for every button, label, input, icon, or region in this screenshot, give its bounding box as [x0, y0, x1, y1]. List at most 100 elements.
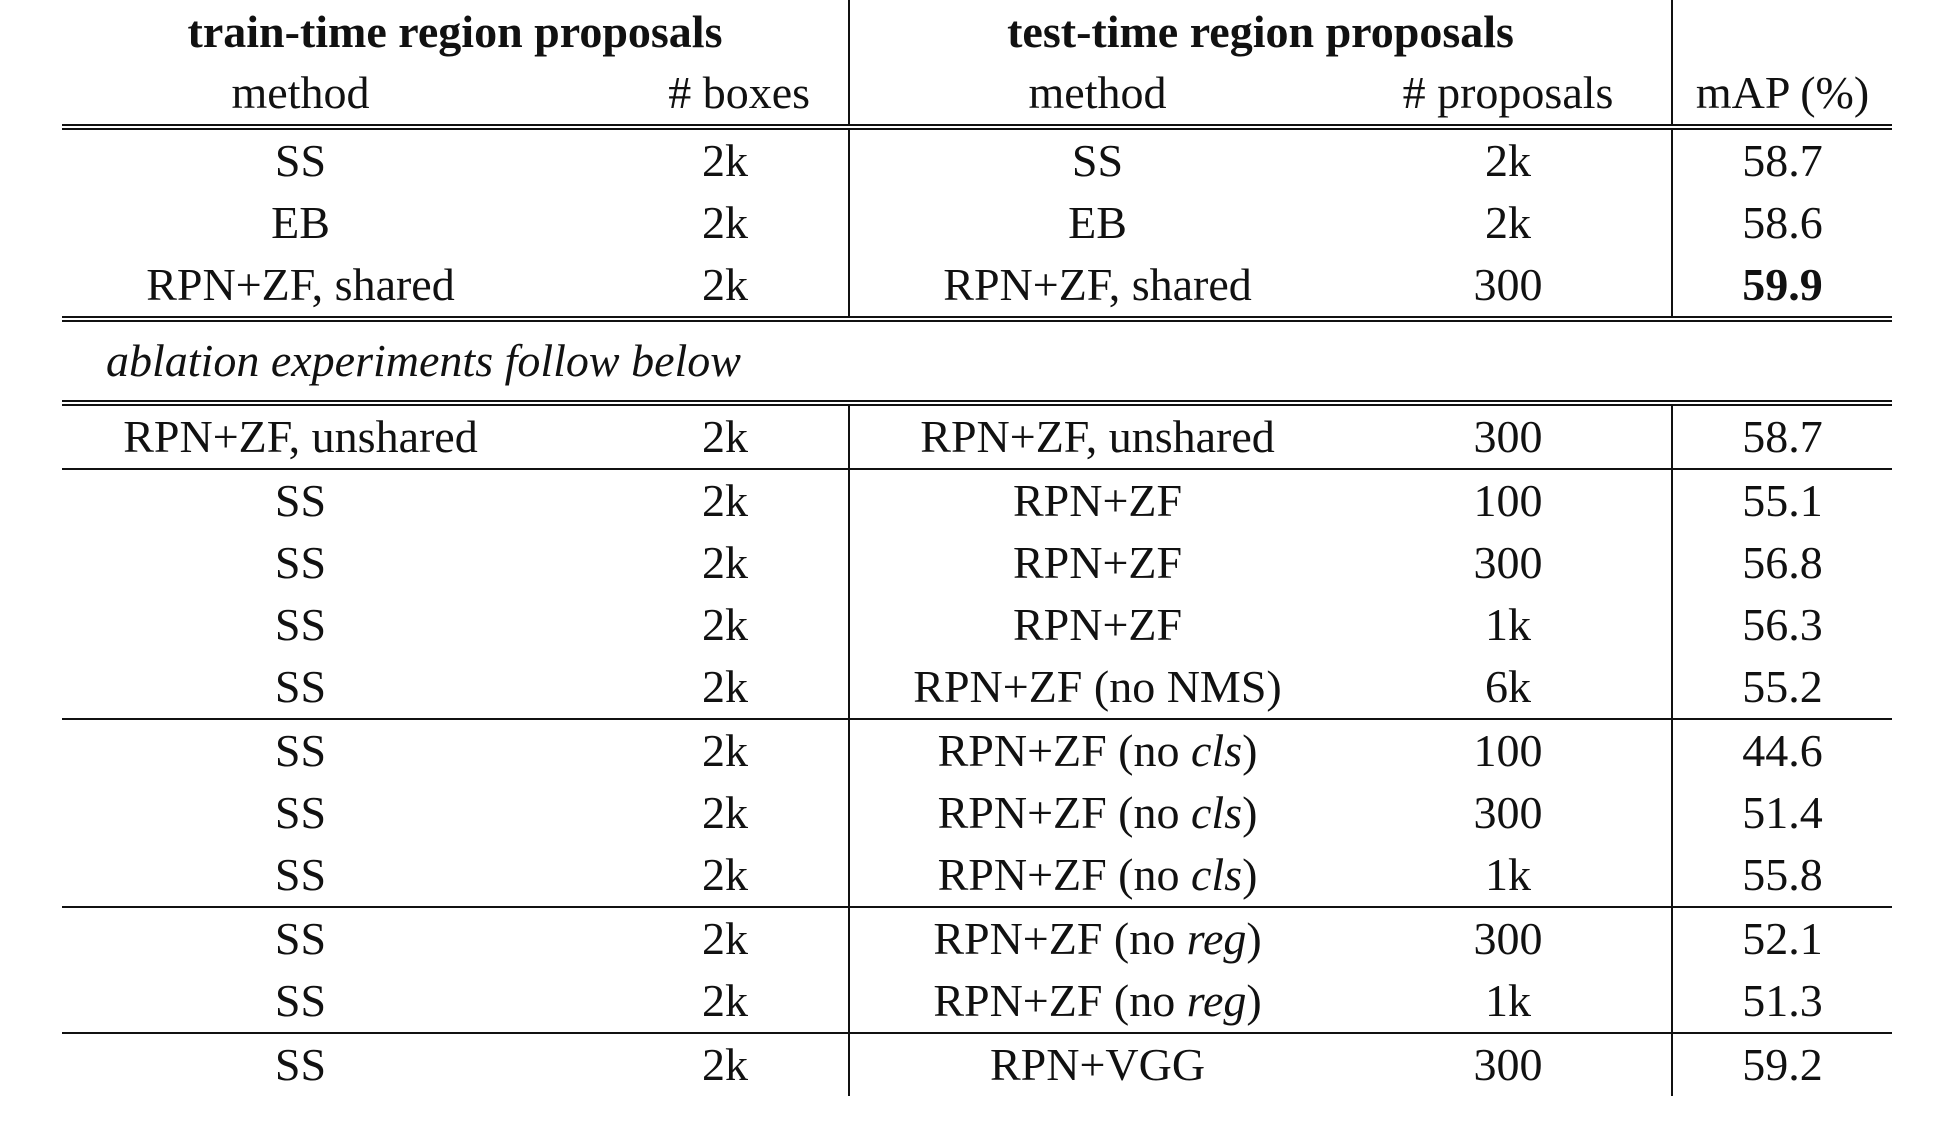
train-boxes-cell: 2k [539, 594, 851, 656]
train-method-cell: SS [274, 975, 327, 1026]
train-boxes-cell: 2k [539, 127, 851, 192]
train-boxes-cell: 2k [539, 656, 851, 719]
test-method-cell: RPN+ZF, unshared [920, 411, 1275, 462]
map-cell: 58.6 [1742, 197, 1823, 248]
test-method-suffix: ) [1242, 849, 1258, 900]
train-boxes-header: # boxes [539, 62, 851, 127]
test-method-suffix: ) [1246, 975, 1262, 1026]
test-method-prefix: RPN+ZF (no [937, 849, 1192, 900]
map-cell: 55.2 [1742, 661, 1823, 712]
test-method-header: method [1028, 67, 1167, 118]
test-method-cell: RPN+ZF [1012, 475, 1183, 526]
train-method-cell: SS [274, 135, 327, 186]
test-method-ablated-part: cls [1191, 725, 1243, 776]
test-proposals-header: # proposals [1345, 62, 1674, 127]
test-method-prefix: RPN+ZF (no [937, 725, 1192, 776]
ablation-caption-body: ablation experiments follow below [62, 319, 1893, 403]
table-row: SS 2k RPN+ZF (no cls) 1k 55.8 [62, 844, 1892, 907]
map-cell: 44.6 [1742, 725, 1823, 776]
train-method-cell: SS [274, 599, 327, 650]
test-group-header: test-time region proposals [849, 0, 1674, 62]
train-boxes-cell: 2k [539, 254, 851, 319]
test-method-suffix: ) [1242, 725, 1258, 776]
table-row: SS 2k RPN+ZF 1k 56.3 [62, 594, 1892, 656]
test-method-cell: RPN+ZF [1012, 537, 1183, 588]
table-header: train-time region proposals test-time re… [62, 0, 1892, 127]
train-method-cell: SS [274, 913, 327, 964]
table-row: SS 2k RPN+ZF 100 55.1 [62, 469, 1893, 532]
test-proposals-cell: 300 [1345, 782, 1674, 844]
train-method-cell: SS [274, 787, 327, 838]
train-boxes-cell: 2k [539, 844, 851, 907]
map-cell: 56.3 [1742, 599, 1823, 650]
train-boxes-cell: 2k [539, 532, 851, 594]
train-method-header: method [231, 67, 370, 118]
test-method-ablated-part: reg [1186, 975, 1247, 1026]
train-boxes-cell: 2k [539, 192, 851, 254]
test-method-cell: RPN+ZF (no cls) [849, 782, 1345, 844]
test-proposals-cell: 1k [1345, 970, 1674, 1033]
test-proposals-cell: 2k [1345, 127, 1674, 192]
test-method-cell: RPN+ZF (no reg) [849, 907, 1345, 970]
ablation-caption: ablation experiments follow below [106, 335, 741, 386]
test-proposals-cell: 2k [1345, 192, 1674, 254]
test-method-prefix: RPN+ZF (no [937, 787, 1192, 838]
train-boxes-cell: 2k [539, 1033, 851, 1096]
table-row: SS 2k RPN+ZF (no reg) 1k 51.3 [62, 970, 1892, 1033]
table-row: SS 2k RPN+ZF (no reg) 300 52.1 [62, 907, 1893, 970]
test-method-ablated-part: reg [1186, 913, 1247, 964]
test-method-ablated-part: cls [1191, 787, 1243, 838]
test-proposals-cell: 1k [1345, 844, 1674, 907]
ablation-caption-row: ablation experiments follow below [62, 319, 1893, 403]
map-cell: 51.3 [1742, 975, 1823, 1026]
map-cell: 52.1 [1742, 913, 1823, 964]
map-header: mAP (%) [1695, 67, 1870, 118]
map-cell: 55.1 [1742, 475, 1823, 526]
train-method-cell: SS [274, 661, 327, 712]
test-proposals-cell: 100 [1345, 469, 1674, 532]
empty-header-cell [1672, 0, 1892, 62]
table-row: SS 2k RPN+ZF (no cls) 300 51.4 [62, 782, 1892, 844]
table-row: RPN+ZF, shared 2k RPN+ZF, shared 300 59.9 [62, 254, 1892, 319]
map-cell: 58.7 [1742, 411, 1823, 462]
table-row: SS 2k RPN+ZF (no NMS) 6k 55.2 [62, 656, 1892, 719]
test-method-cell: RPN+ZF [1012, 599, 1183, 650]
train-method-cell: SS [274, 725, 327, 776]
train-group-header: train-time region proposals [62, 0, 851, 62]
test-proposals-cell: 6k [1345, 656, 1674, 719]
ablation-results-body: RPN+ZF, unshared 2k RPN+ZF, unshared 300 58.… [62, 403, 1893, 1096]
train-method-cell: RPN+ZF, unshared [123, 411, 478, 462]
table-row: RPN+ZF, unshared 2k RPN+ZF, unshared 300 58.… [62, 403, 1893, 469]
test-proposals-cell: 100 [1345, 719, 1674, 782]
test-method-cell: EB [1068, 197, 1127, 248]
results-table-container: train-time region proposals test-time re… [62, 0, 1893, 1096]
test-method-suffix: ) [1246, 913, 1262, 964]
test-proposals-cell: 300 [1345, 1033, 1674, 1096]
train-method-cell: SS [274, 537, 327, 588]
train-method-cell: SS [274, 1039, 327, 1090]
map-cell: 51.4 [1742, 787, 1823, 838]
test-method-cell: RPN+VGG [989, 1039, 1206, 1090]
train-boxes-cell: 2k [539, 970, 851, 1033]
test-method-cell: RPN+ZF (no reg) [849, 970, 1345, 1033]
map-cell: 59.2 [1742, 1039, 1823, 1090]
test-proposals-cell: 300 [1345, 403, 1674, 469]
test-method-cell: RPN+ZF (no NMS) [913, 661, 1282, 712]
main-results-body: SS 2k SS 2k 58.7 EB 2k EB 2k 58.6 RPN+ZF, shared 2k… [62, 127, 1893, 319]
train-boxes-cell: 2k [539, 907, 851, 970]
map-cell: 55.8 [1742, 849, 1823, 900]
table-row: EB 2k EB 2k 58.6 [62, 192, 1892, 254]
test-method-cell: RPN+ZF (no cls) [849, 719, 1345, 782]
train-method-cell: SS [274, 475, 327, 526]
test-method-cell: SS [1071, 135, 1124, 186]
train-boxes-cell: 2k [539, 469, 851, 532]
test-proposals-cell: 1k [1345, 594, 1674, 656]
results-table: train-time region proposals test-time re… [62, 0, 1893, 1096]
test-method-suffix: ) [1242, 787, 1258, 838]
table-row: SS 2k RPN+VGG 300 59.2 [62, 1033, 1893, 1096]
test-method-ablated-part: cls [1191, 849, 1243, 900]
test-proposals-cell: 300 [1345, 907, 1674, 970]
test-proposals-cell: 300 [1345, 254, 1674, 319]
table-row: SS 2k SS 2k 58.7 [62, 127, 1893, 192]
train-method-cell: SS [274, 849, 327, 900]
